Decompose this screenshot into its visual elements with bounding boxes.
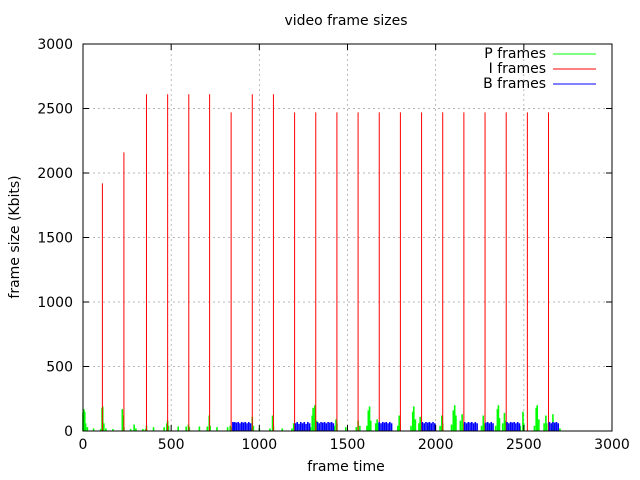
- x-axis-ticks: 0 500 1000 1500 2000 2500 3000: [79, 44, 630, 453]
- x-tick-label: 2000: [418, 437, 454, 453]
- x-tick-label: 1500: [330, 437, 366, 453]
- x-tick-label: 1000: [242, 437, 278, 453]
- x-tick-label: 2500: [506, 437, 542, 453]
- series-b-frames: [232, 421, 560, 431]
- y-axis-label: frame size (Kbits): [7, 175, 23, 298]
- y-tick-label: 1500: [37, 231, 73, 247]
- series-i-frames: [101, 94, 550, 431]
- series-layer: [82, 94, 561, 431]
- x-axis-label: frame time: [307, 459, 385, 475]
- y-tick-label: 0: [64, 424, 73, 440]
- y-axis-ticks: 0 500 1000 1500 2000 2500 3000: [37, 37, 612, 440]
- chart-title: video frame sizes: [284, 13, 407, 29]
- x-tick-label: 3000: [594, 437, 630, 453]
- legend-label: I frames: [489, 61, 546, 77]
- x-tick-label: 0: [79, 437, 88, 453]
- legend-label: P frames: [484, 46, 546, 62]
- y-tick-label: 2500: [37, 102, 73, 118]
- y-tick-label: 2000: [37, 166, 73, 182]
- y-tick-label: 500: [46, 360, 73, 376]
- legend-label: B frames: [483, 76, 546, 92]
- y-tick-label: 3000: [37, 37, 73, 53]
- x-tick-label: 500: [158, 437, 185, 453]
- y-tick-label: 1000: [37, 295, 73, 311]
- grid-lines: [83, 44, 612, 431]
